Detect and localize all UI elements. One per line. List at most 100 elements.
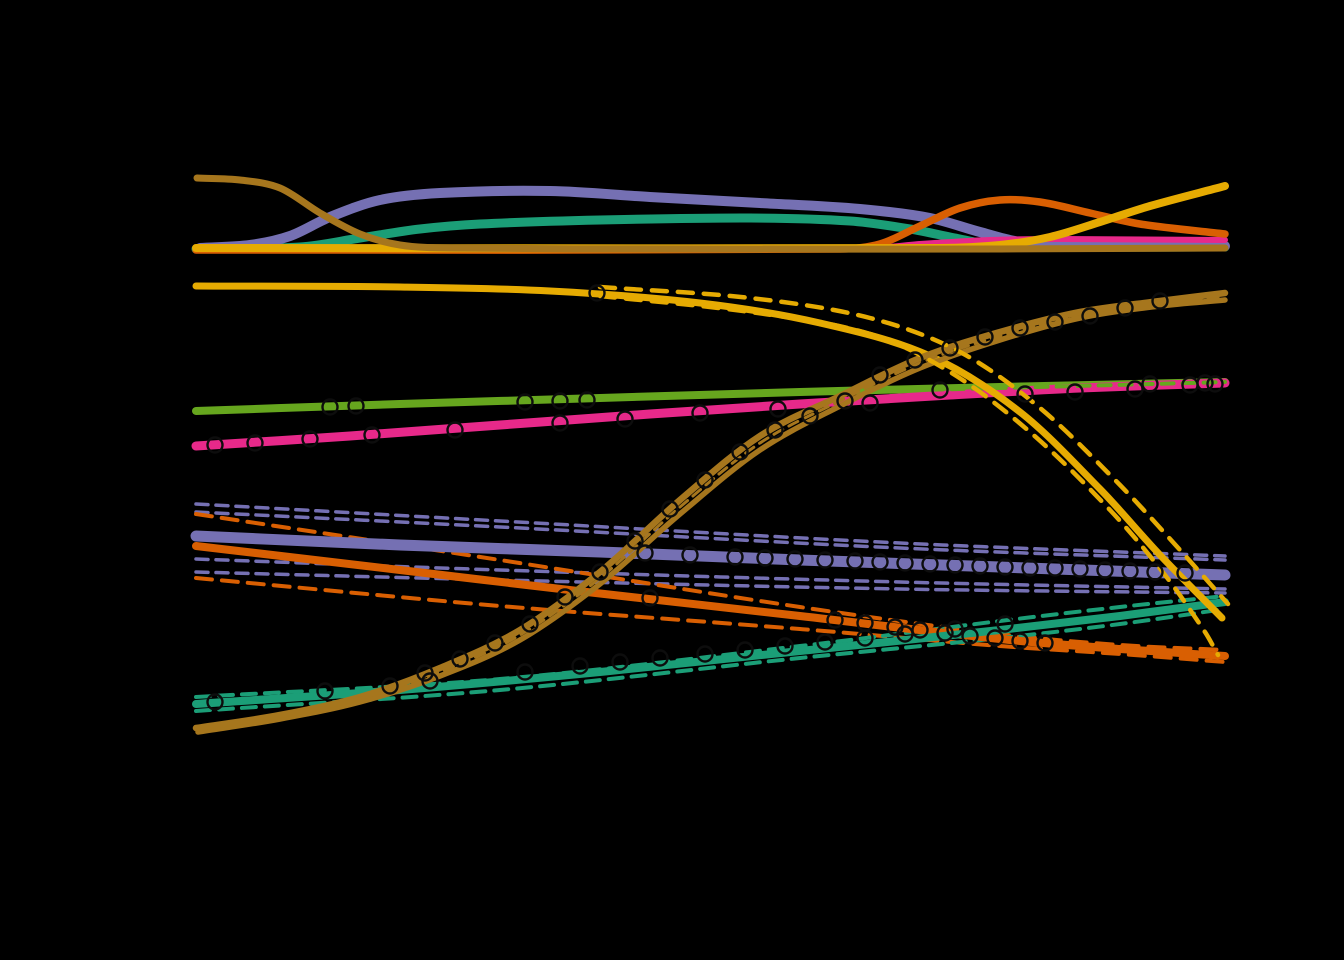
teal-mean-marker [996, 615, 1014, 633]
pink-mean-marker [861, 394, 879, 412]
gold-mean-a-marker [731, 443, 749, 461]
pink-mean-marker [1126, 380, 1144, 398]
gold-mean-a-marker [661, 500, 679, 518]
teal-mean-marker [571, 657, 589, 675]
purple-mean-marker [1096, 561, 1114, 579]
teal-mean-marker [611, 653, 629, 671]
pink-mean-marker [1066, 383, 1084, 401]
pink-mean-marker [551, 414, 569, 432]
green-mean-marker [551, 392, 569, 410]
teal-mean-marker [896, 625, 914, 643]
teal-mean-marker [816, 633, 834, 651]
gold-mean-a-marker [766, 421, 784, 439]
purple-mean-marker [996, 558, 1014, 576]
gold-mean-a-marker [976, 328, 994, 346]
gold-mean-a-marker [906, 351, 924, 369]
teal-mean-marker [856, 629, 874, 647]
purple-mean-marker [846, 552, 864, 570]
purple-mean-marker [921, 555, 939, 573]
green-mean-marker [321, 398, 339, 416]
teal-mean-marker [316, 682, 334, 700]
gold-mean-a-marker [556, 588, 574, 606]
pink-mean-marker [691, 404, 709, 422]
purple-dash-upper-2-line [194, 510, 1227, 562]
series-layer [190, 174, 1231, 735]
orange-dash-lower-line [194, 576, 1227, 664]
orange-mean-marker [961, 627, 979, 645]
gold-mean-a-marker [1081, 307, 1099, 325]
orange-mean-marker [986, 629, 1004, 647]
orange-mean-marker [936, 624, 954, 642]
orange-mean-marker [1011, 632, 1029, 650]
gold-mean-a-marker [696, 471, 714, 489]
green-mean-marker [1141, 375, 1159, 393]
gold-mean-a-marker [941, 339, 959, 357]
pink-mean-marker [246, 434, 264, 452]
purple-mean-marker [1176, 564, 1194, 582]
purple-dash-lower-2-line [194, 570, 1227, 595]
purple-dash-upper-1-line [194, 502, 1227, 558]
purple-mean-marker [1146, 563, 1164, 581]
gold-mean-a-marker [626, 532, 644, 550]
gold-mean-a-marker [416, 664, 434, 682]
yellow-mean-curve-marker [588, 284, 606, 302]
gold-mean-a-marker [871, 366, 889, 384]
purple-mean-marker [786, 550, 804, 568]
orange-mean-marker [641, 589, 659, 607]
pink-mean-marker [1016, 385, 1034, 403]
gold-mean-a-marker [591, 563, 609, 581]
orange-mean-marker [1036, 634, 1054, 652]
gold-mean-a-marker [1046, 313, 1064, 331]
teal-dash-lower-line [194, 607, 1227, 713]
purple-mean-marker [726, 548, 744, 566]
teal-mean-marker [516, 663, 534, 681]
pink-mean-marker [301, 430, 319, 448]
gold-mean-a-marker [451, 650, 469, 668]
gold-mean-a-marker [1011, 319, 1029, 337]
purple-mean-marker [681, 546, 699, 564]
purple-mean-marker [756, 549, 774, 567]
gold-mean-a-marker [521, 615, 539, 633]
teal-mean-marker [776, 637, 794, 655]
teal-mean-marker [206, 693, 224, 711]
yellow-dash-lower-line [597, 293, 1221, 658]
data-point-markers [206, 284, 1224, 711]
pink-mean-marker [616, 410, 634, 428]
pink-mean-marker [446, 421, 464, 439]
gold-mean-a-marker [801, 407, 819, 425]
teal-mean-marker [651, 649, 669, 667]
pink-mean-marker [206, 436, 224, 454]
purple-mean-marker [1046, 559, 1064, 577]
pink-mean-marker [1181, 376, 1199, 394]
gold-mean-a-marker [836, 392, 854, 410]
green-mean-marker [347, 397, 365, 415]
gold-top-line [193, 174, 1229, 253]
purple-mean-marker [636, 544, 654, 562]
yellow-dash-upper-line [597, 284, 1231, 607]
purple-mean-marker [871, 553, 889, 571]
pink-mean-marker [363, 426, 381, 444]
teal-mean-marker [736, 641, 754, 659]
purple-mean-marker [946, 556, 964, 574]
orange-mean-marker [826, 611, 844, 629]
purple-mean-marker [816, 551, 834, 569]
gold-mean-b-line [195, 297, 1228, 735]
pink-mean-marker [769, 400, 787, 418]
purple-mean-marker [1071, 560, 1089, 578]
teal-mean-marker [696, 645, 714, 663]
teal-mean-marker [946, 620, 964, 638]
green-mean-marker [931, 381, 949, 399]
pink-mean-marker [1206, 375, 1224, 393]
purple-mean-marker [896, 554, 914, 572]
purple-mean-marker [1021, 559, 1039, 577]
purple-mean-marker [1121, 562, 1139, 580]
green-mean-marker [516, 393, 534, 411]
green-dash-bounds-line [194, 380, 1227, 414]
gold-mean-a-marker [1151, 292, 1169, 310]
orange-mean-line [192, 542, 1229, 660]
gold-mean-a-marker [381, 677, 399, 695]
gold-mean-a-marker [1116, 299, 1134, 317]
